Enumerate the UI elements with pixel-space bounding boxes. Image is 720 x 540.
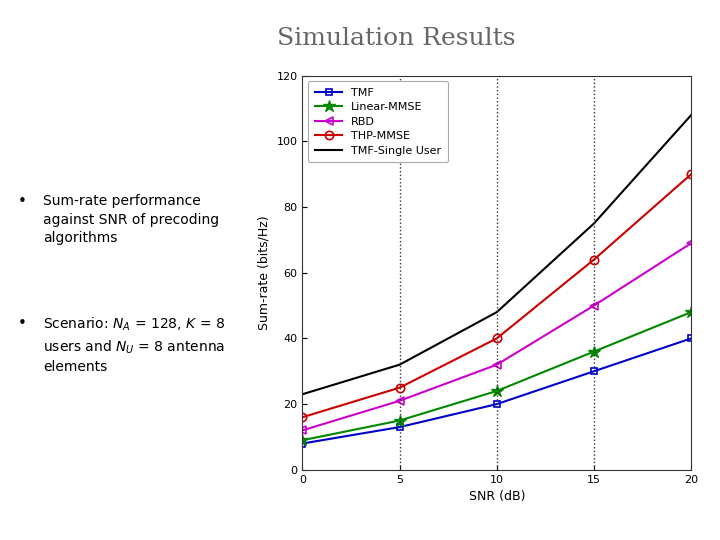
TMF	[687, 335, 696, 342]
Line: TMF-Single User: TMF-Single User	[302, 115, 691, 394]
Linear-MMSE	[298, 437, 307, 443]
TMF	[395, 424, 404, 430]
THP-MMSE	[687, 171, 696, 177]
Linear-MMSE	[687, 309, 696, 315]
Text: •: •	[17, 194, 27, 210]
THP-MMSE	[492, 335, 501, 342]
THP-MMSE	[590, 256, 598, 263]
Text: Simulation Results: Simulation Results	[276, 27, 516, 50]
TMF	[492, 401, 501, 407]
TMF	[590, 368, 598, 375]
RBD	[590, 302, 598, 309]
Line: THP-MMSE: THP-MMSE	[298, 170, 696, 421]
Linear-MMSE	[395, 417, 404, 424]
TMF-Single User	[590, 220, 598, 227]
TMF-Single User	[492, 309, 501, 315]
Y-axis label: Sum-rate (bits/Hz): Sum-rate (bits/Hz)	[258, 215, 271, 330]
Legend: TMF, Linear-MMSE, RBD, THP-MMSE, TMF-Single User: TMF, Linear-MMSE, RBD, THP-MMSE, TMF-Sin…	[308, 81, 448, 162]
Linear-MMSE	[492, 388, 501, 394]
THP-MMSE	[395, 384, 404, 391]
Line: Linear-MMSE: Linear-MMSE	[296, 306, 698, 447]
Line: RBD: RBD	[298, 239, 696, 435]
Text: Scenario: $N_A$ = 128, $K$ = 8
users and $N_U$ = 8 antenna
elements: Scenario: $N_A$ = 128, $K$ = 8 users and…	[43, 316, 225, 374]
RBD	[687, 240, 696, 246]
Linear-MMSE	[590, 348, 598, 355]
Text: •: •	[17, 316, 27, 331]
TMF-Single User	[687, 112, 696, 118]
X-axis label: SNR (dB): SNR (dB)	[469, 490, 525, 503]
Text: Sum-rate performance
against SNR of precoding
algorithms: Sum-rate performance against SNR of prec…	[43, 194, 220, 245]
RBD	[395, 397, 404, 404]
RBD	[298, 427, 307, 434]
TMF-Single User	[395, 361, 404, 368]
TMF-Single User	[298, 391, 307, 397]
RBD	[492, 361, 501, 368]
TMF	[298, 440, 307, 447]
Line: TMF: TMF	[299, 335, 695, 447]
THP-MMSE	[298, 414, 307, 421]
